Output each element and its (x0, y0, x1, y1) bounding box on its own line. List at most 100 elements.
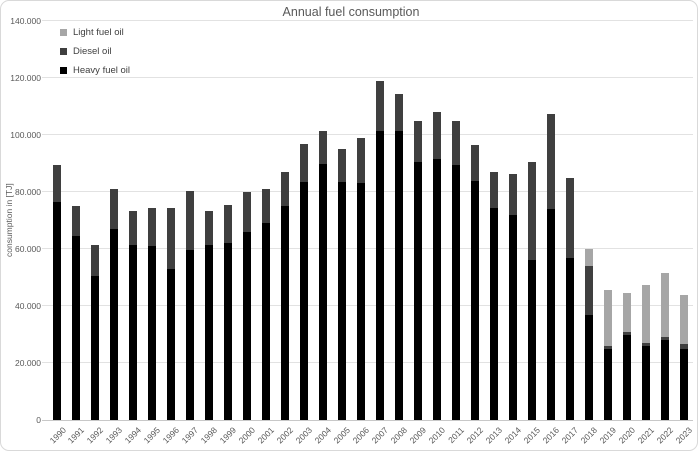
bar-2019 (603, 290, 612, 420)
bar-segment-2004-heavy-fuel-oil (319, 163, 328, 420)
bar-1993 (110, 189, 119, 420)
bar-segment-2013-heavy-fuel-oil (489, 207, 498, 420)
x-axis-line (42, 420, 693, 421)
bar-segment-1998-diesel-oil (205, 210, 214, 245)
bar-segment-2011-diesel-oil (451, 120, 460, 165)
bar-segment-2007-heavy-fuel-oil (375, 130, 384, 420)
bar-2021 (641, 284, 650, 420)
y-tick-label: 20.000 (15, 358, 41, 368)
bar-1995 (148, 207, 157, 420)
bar-segment-1992-diesel-oil (91, 244, 100, 277)
plot-area: 0 20.000 40.000 60.000 80.000 100.000 120.000 1… (10, 16, 693, 445)
bar-segment-1995-diesel-oil (148, 207, 157, 247)
bar-segment-2022-light-fuel-oil (660, 273, 669, 338)
bar-segment-2002-diesel-oil (281, 172, 290, 207)
bar-segment-2000-heavy-fuel-oil (243, 231, 252, 420)
bar-segment-2020-heavy-fuel-oil (622, 334, 631, 420)
bar-segment-2019-heavy-fuel-oil (603, 348, 612, 420)
gridline (42, 248, 693, 249)
legend: Light fuel oil Diesel oil Heavy fuel oil (60, 23, 130, 80)
bar-1996 (167, 207, 176, 420)
bar-segment-2000-diesel-oil (243, 192, 252, 232)
bar-segment-2021-light-fuel-oil (641, 284, 650, 344)
bar-segment-2008-heavy-fuel-oil (394, 130, 403, 420)
bar-1990 (53, 164, 62, 420)
bar-segment-2023-light-fuel-oil (679, 294, 688, 345)
bar-1991 (72, 206, 81, 420)
bar-segment-2021-heavy-fuel-oil (641, 345, 650, 420)
bar-segment-1993-heavy-fuel-oil (110, 229, 119, 420)
bar-1999 (224, 204, 233, 420)
bar-segment-2019-light-fuel-oil (603, 290, 612, 346)
bar-1998 (205, 210, 214, 420)
legend-marker-icon (60, 48, 67, 55)
bar-segment-1992-heavy-fuel-oil (91, 276, 100, 420)
bar-segment-1990-heavy-fuel-oil (53, 201, 62, 420)
bar-segment-2003-heavy-fuel-oil (300, 182, 309, 420)
bar-2002 (281, 172, 290, 420)
bar-2022 (660, 273, 669, 420)
bar-2012 (470, 144, 479, 420)
gridline (42, 134, 693, 135)
bar-2008 (394, 93, 403, 420)
bar-segment-1996-heavy-fuel-oil (167, 268, 176, 420)
bar-segment-2007-diesel-oil (375, 80, 384, 131)
bar-2016 (546, 113, 555, 420)
bar-segment-2006-diesel-oil (357, 137, 365, 184)
bar-segment-2010-diesel-oil (432, 112, 441, 160)
bar-segment-2021-diesel-oil (641, 343, 650, 346)
bar-segment-2018-heavy-fuel-oil (584, 314, 593, 420)
bar-segment-2022-diesel-oil (660, 337, 669, 341)
bar-segment-2001-diesel-oil (262, 189, 271, 224)
y-tick-label: 100.000 (10, 130, 41, 140)
bar-2013 (489, 172, 498, 420)
bar-segment-2013-diesel-oil (489, 172, 498, 208)
bar-segment-2019-diesel-oil (603, 345, 612, 349)
bar-1992 (91, 244, 100, 420)
bar-segment-1991-diesel-oil (72, 206, 81, 237)
bar-segment-1998-heavy-fuel-oil (205, 244, 214, 420)
bar-segment-1993-diesel-oil (110, 189, 119, 230)
bar-segment-2015-heavy-fuel-oil (527, 260, 536, 420)
bar-segment-2009-diesel-oil (413, 120, 422, 163)
gridline (42, 191, 693, 192)
bar-1997 (186, 190, 195, 420)
bar-segment-2014-diesel-oil (508, 173, 517, 215)
bar-segment-2008-diesel-oil (394, 93, 403, 131)
bar-segment-2005-heavy-fuel-oil (338, 182, 347, 420)
bar-segment-2022-heavy-fuel-oil (660, 340, 669, 420)
legend-item-diesel-oil: Diesel oil (60, 42, 130, 61)
bar-segment-1997-heavy-fuel-oil (186, 250, 195, 420)
bar-segment-2016-diesel-oil (546, 113, 555, 210)
bar-2001 (262, 189, 271, 420)
y-tick-label: 60.000 (15, 244, 41, 254)
bar-segment-1994-diesel-oil (129, 210, 138, 245)
bar-segment-2017-heavy-fuel-oil (565, 257, 574, 420)
bar-segment-1990-diesel-oil (53, 164, 62, 202)
bar-2011 (451, 120, 460, 420)
bar-segment-2012-heavy-fuel-oil (470, 180, 479, 420)
bar-2004 (319, 130, 328, 420)
bar-segment-1991-heavy-fuel-oil (72, 236, 81, 420)
legend-marker-icon (60, 29, 67, 36)
y-tick-label: 0 (36, 415, 41, 425)
bar-segment-2016-heavy-fuel-oil (546, 209, 555, 420)
bar-2000 (243, 192, 252, 420)
gridline (42, 305, 693, 306)
bar-segment-2001-heavy-fuel-oil (262, 223, 271, 420)
bar-segment-2012-diesel-oil (470, 144, 479, 181)
bar-1994 (129, 210, 138, 420)
bar-segment-1999-diesel-oil (224, 204, 233, 244)
bar-2006 (357, 137, 365, 420)
bar-segment-2002-heavy-fuel-oil (281, 206, 290, 420)
bar-segment-1999-heavy-fuel-oil (224, 243, 233, 420)
bar-segment-1994-heavy-fuel-oil (129, 244, 138, 420)
bar-segment-2004-diesel-oil (319, 130, 328, 164)
gridline (42, 77, 693, 78)
bar-2020 (622, 293, 631, 420)
bar-2018 (584, 249, 593, 420)
bar-segment-2011-heavy-fuel-oil (451, 164, 460, 420)
bar-2005 (338, 149, 347, 420)
y-tick-label: 140.000 (10, 16, 41, 26)
